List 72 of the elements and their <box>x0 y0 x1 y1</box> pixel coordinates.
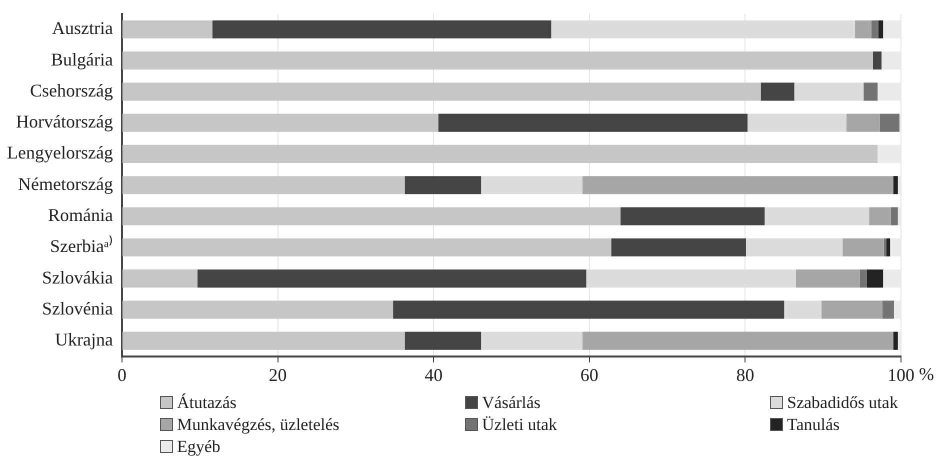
bar <box>122 51 873 70</box>
x-tick-label: 60 <box>580 364 598 385</box>
legend-label: Vásárlás <box>482 392 541 412</box>
bar <box>122 176 405 194</box>
bar <box>880 114 900 132</box>
bar <box>866 270 884 288</box>
y-tick-label: Ukrajna <box>54 330 113 350</box>
bar <box>855 20 872 38</box>
bar <box>822 300 882 319</box>
bar <box>122 332 405 350</box>
bar <box>198 270 586 288</box>
bar <box>582 332 894 350</box>
bar <box>784 300 822 319</box>
bar <box>842 238 884 256</box>
x-tick-label: 100 <box>888 364 914 385</box>
bar <box>871 20 878 38</box>
bar <box>393 300 784 319</box>
y-tick-label: Szerbiaᵃ⁾ <box>50 235 113 256</box>
bar <box>882 300 894 319</box>
y-tick-label: Lengyelország <box>7 142 113 163</box>
bar <box>122 207 621 226</box>
legend-label: Munkavégzés, üzletelés <box>177 414 340 434</box>
bar <box>764 207 870 226</box>
bar <box>212 20 552 38</box>
bar <box>878 20 884 38</box>
legend-label: Egyéb <box>177 436 220 456</box>
x-tick-label: 0 <box>117 364 126 385</box>
bar <box>794 82 864 101</box>
bar <box>122 114 438 132</box>
bar <box>864 82 878 101</box>
bar <box>620 207 765 226</box>
x-axis-title: % <box>919 364 934 384</box>
bar <box>748 114 846 132</box>
bar <box>890 207 898 226</box>
bar <box>796 270 860 288</box>
legend-label: Tanulás <box>787 414 840 434</box>
bar <box>481 332 582 350</box>
y-tick-label: Szlovénia <box>42 298 113 318</box>
bar <box>582 176 894 194</box>
bar <box>438 114 748 132</box>
x-tick-label: 40 <box>424 364 443 385</box>
legend-label: Átutazás <box>177 392 236 412</box>
bar <box>122 20 212 38</box>
bar <box>611 238 746 256</box>
legend-label: Szabadidős utak <box>787 392 898 412</box>
bar <box>893 176 898 194</box>
bar <box>122 144 878 163</box>
bar <box>872 51 882 70</box>
y-tick-label: Horvátország <box>16 112 113 132</box>
bar <box>886 238 890 256</box>
bar <box>860 270 867 288</box>
x-tick-label: 80 <box>736 364 754 385</box>
bar <box>122 270 198 288</box>
y-tick-label: Bulgária <box>50 49 113 70</box>
bar <box>760 82 794 101</box>
bar <box>122 300 394 319</box>
bar <box>481 176 582 194</box>
bar <box>404 332 482 350</box>
y-tick-label: Románia <box>48 204 113 225</box>
bar <box>122 82 761 101</box>
bar <box>746 238 843 256</box>
bar <box>893 332 898 350</box>
x-tick-label: 20 <box>268 364 287 385</box>
y-tick-label: Csehország <box>30 80 113 100</box>
bar <box>404 176 482 194</box>
y-tick-label: Ausztria <box>52 18 113 38</box>
y-tick-label: Szlovákia <box>42 267 113 288</box>
legend-label: Üzleti utak <box>482 414 558 434</box>
bar <box>846 114 880 132</box>
bar <box>869 207 891 226</box>
y-tick-label: Németország <box>18 174 113 194</box>
bar <box>122 238 612 256</box>
